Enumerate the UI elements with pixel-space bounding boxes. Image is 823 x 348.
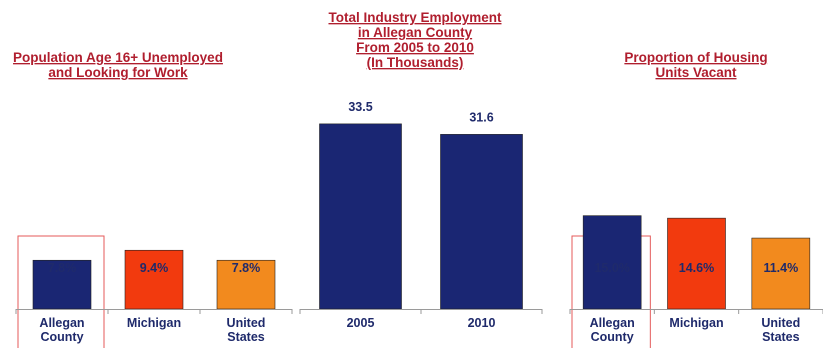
- chart-title-line: (In Thousands): [367, 55, 464, 70]
- category-label: 2010: [468, 316, 496, 330]
- data-label: 31.6: [469, 110, 493, 124]
- chart-title-line: From 2005 to 2010: [356, 40, 474, 55]
- chart-title: Total Industry Employment in Allegan Coun…: [328, 10, 502, 70]
- category-label: Allegan County: [590, 316, 635, 344]
- category-label-line: United: [227, 316, 266, 330]
- category-label: Allegan County: [39, 316, 84, 344]
- category-label-line: County: [591, 330, 634, 344]
- category-label-line: 2010: [468, 316, 496, 330]
- chart-title-line: Total Industry Employment: [328, 10, 502, 25]
- category-label-line: Allegan: [590, 316, 635, 330]
- bar: [440, 134, 523, 310]
- bar: [216, 259, 276, 310]
- category-label-line: States: [762, 330, 800, 344]
- highlight-box: [17, 235, 105, 348]
- data-label: 7.8%: [232, 261, 261, 275]
- category-label: Michigan: [127, 316, 181, 330]
- category-label: 2005: [347, 316, 375, 330]
- category-label-line: Michigan: [669, 316, 723, 330]
- category-label-line: States: [227, 330, 265, 344]
- data-label: 33.5: [348, 100, 372, 114]
- chart-3: Proportion of Housing Units Vacant 15.0% Al…: [569, 50, 823, 348]
- category-label-line: Allegan: [39, 316, 84, 330]
- data-label: 14.6%: [679, 261, 714, 275]
- data-label: 11.4%: [763, 261, 798, 275]
- chart-title-line: Population Age 16+ Unemployed: [13, 50, 223, 65]
- category-label-line: County: [40, 330, 83, 344]
- data-label: 15.0%: [594, 261, 629, 275]
- chart-title: Population Age 16+ Unemployed and Looking…: [13, 50, 223, 80]
- category-label-line: United: [761, 316, 800, 330]
- bar: [751, 237, 811, 310]
- bar: [124, 249, 184, 310]
- bar: [319, 123, 402, 310]
- chart-1: Population Age 16+ Unemployed and Looking…: [13, 50, 293, 348]
- chart-2: Total Industry Employment in Allegan Coun…: [299, 10, 543, 330]
- data-label: 7.8%: [48, 261, 77, 275]
- bar: [667, 217, 726, 310]
- chart-title: Proportion of Housing Units Vacant: [624, 50, 767, 80]
- chart-title-line: Proportion of Housing: [624, 50, 767, 65]
- chart-title-line: Units Vacant: [655, 65, 737, 80]
- chart-title-line: and Looking for Work: [48, 65, 188, 80]
- data-label: 9.4%: [140, 261, 169, 275]
- category-label-line: Michigan: [127, 316, 181, 330]
- category-label-line: 2005: [347, 316, 375, 330]
- category-label: United States: [761, 316, 800, 344]
- bar: [582, 215, 642, 310]
- chart-title-line: in Allegan County: [358, 25, 473, 40]
- category-label: United States: [227, 316, 266, 344]
- category-label: Michigan: [669, 316, 723, 330]
